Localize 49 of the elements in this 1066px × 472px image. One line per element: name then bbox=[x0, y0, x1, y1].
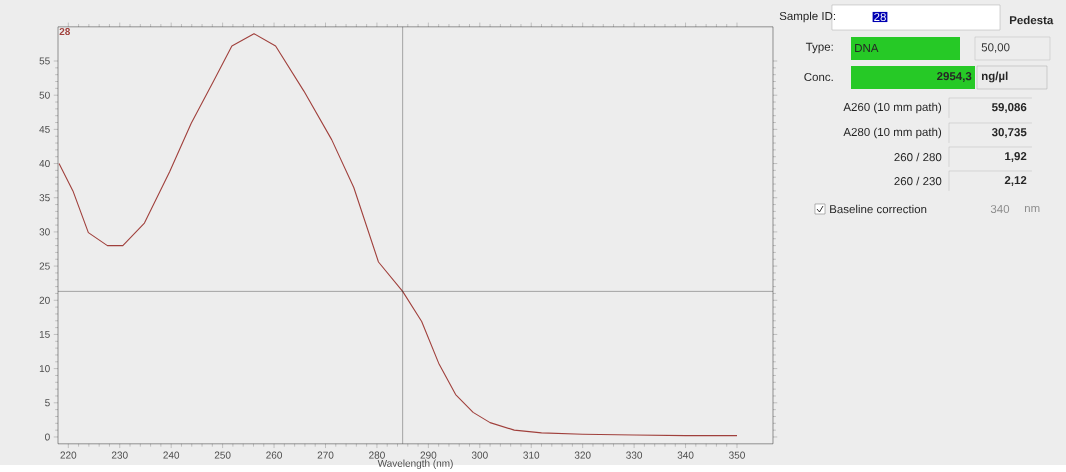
text: A280 (10 mm path) bbox=[843, 127, 942, 139]
y-tick-label: 25 bbox=[39, 262, 50, 270]
text: 30,735 bbox=[991, 127, 1027, 138]
text: Sample ID: bbox=[779, 11, 836, 23]
text: 260 / 230 bbox=[894, 176, 942, 186]
x-tick-label: 320 bbox=[574, 451, 591, 459]
text: 1,92 bbox=[1005, 151, 1027, 162]
x-tick-label: 290 bbox=[420, 451, 437, 459]
y-tick-label: 40 bbox=[39, 159, 50, 167]
y-tick-label: 55 bbox=[39, 57, 50, 65]
x-tick-label: 240 bbox=[163, 451, 180, 459]
line-series bbox=[58, 33, 738, 437]
x-tick-label: 350 bbox=[729, 451, 745, 459]
x-tick-label: 340 bbox=[677, 451, 694, 459]
x-tick-label: 230 bbox=[111, 451, 128, 459]
x-axis-title: Wavelength (nm) bbox=[377, 459, 453, 469]
text: 50,00 bbox=[981, 43, 1010, 53]
text: nm bbox=[1024, 205, 1040, 212]
x-tick-label: 280 bbox=[369, 451, 385, 459]
text: 2954,3 bbox=[937, 71, 972, 82]
text: Conc. bbox=[804, 72, 833, 81]
x-tick-label: 300 bbox=[471, 451, 488, 459]
x-tick-label: 250 bbox=[214, 451, 231, 459]
text: Baseline correction bbox=[830, 204, 927, 214]
text: Type: bbox=[805, 42, 833, 54]
text: ng/µl bbox=[981, 71, 1008, 83]
text: A260 (10 mm path) bbox=[843, 102, 942, 114]
x-tick-label: 270 bbox=[317, 451, 334, 459]
y-tick-label: 30 bbox=[39, 228, 50, 236]
text: DNA bbox=[855, 43, 879, 52]
y-tick-label: 10 bbox=[39, 364, 50, 373]
text: 59,086 bbox=[991, 102, 1027, 113]
y-tick-label: 0 bbox=[45, 433, 50, 441]
y-tick-label: 50 bbox=[39, 91, 50, 99]
y-tick-label: 20 bbox=[39, 296, 50, 304]
text: Pedesta bbox=[1009, 15, 1054, 25]
y-tick-label: 35 bbox=[39, 194, 50, 202]
y-tick-label: 45 bbox=[39, 125, 50, 133]
text: 28 bbox=[874, 12, 886, 21]
x-tick-label: 330 bbox=[626, 451, 643, 459]
text: 260 / 280 bbox=[894, 152, 942, 162]
x-tick-label: 220 bbox=[60, 451, 77, 459]
y-tick-label: 5 bbox=[45, 399, 50, 407]
text: 28 bbox=[59, 27, 71, 35]
y-tick-label: 15 bbox=[39, 330, 50, 338]
text: 340 bbox=[990, 204, 1010, 213]
x-tick-label: 310 bbox=[523, 451, 540, 459]
text: 2,12 bbox=[1004, 175, 1027, 186]
x-tick-label: 260 bbox=[266, 451, 283, 459]
